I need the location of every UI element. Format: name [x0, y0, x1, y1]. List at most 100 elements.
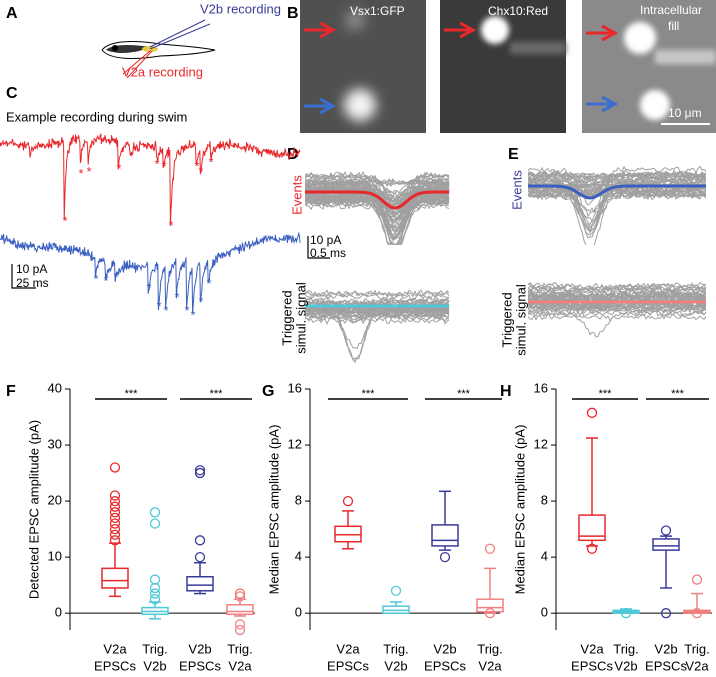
trace — [305, 184, 450, 216]
outlier — [234, 619, 246, 630]
trace — [305, 181, 450, 228]
outlier — [149, 518, 161, 529]
event-marker: * — [103, 273, 108, 288]
y-tick-label: 16 — [534, 380, 548, 395]
trace — [528, 190, 706, 201]
trace — [305, 176, 450, 203]
panel-label: E — [508, 146, 519, 163]
y-tick-label: 16 — [288, 380, 302, 395]
image-label: Intracellular — [640, 3, 702, 17]
panel-label: A — [6, 5, 18, 22]
outlier — [109, 523, 121, 535]
label: Events — [509, 170, 524, 210]
y-tick-label: 40 — [48, 380, 62, 395]
y-tick-label: 8 — [541, 493, 548, 508]
trace — [528, 291, 706, 301]
outlier — [109, 495, 121, 507]
y-axis-label: Detected EPSC amplitude (pA) — [26, 420, 41, 599]
outlier — [234, 588, 246, 599]
panel-label: G — [262, 383, 274, 400]
outlier — [149, 507, 161, 518]
event-marker: * — [86, 164, 91, 179]
image-label: Chx10:Red — [488, 4, 548, 18]
x-tick-label: V2a — [478, 658, 502, 673]
trace — [528, 311, 706, 322]
x-tick-label: Trig. — [227, 641, 253, 656]
label: simul. signal — [293, 282, 308, 354]
outlier — [149, 574, 161, 585]
box — [476, 598, 504, 613]
outlier — [109, 507, 121, 518]
y-axis-label: Median EPSC amplitude (pA) — [266, 425, 281, 595]
image-label: Vsx1:GFP — [350, 4, 405, 18]
outlier — [149, 594, 161, 605]
outlier — [194, 535, 206, 546]
fish-illustration — [101, 19, 216, 79]
scale-bar — [11, 264, 36, 289]
arrows — [304, 21, 619, 115]
average — [528, 184, 706, 200]
event-marker: * — [198, 294, 203, 309]
x-tick-label: V2a — [103, 641, 127, 656]
x-tick-label: V2a — [228, 658, 252, 673]
event-marker: * — [156, 298, 161, 313]
outlier — [390, 585, 402, 596]
event-marker: * — [168, 218, 173, 233]
box — [101, 567, 129, 589]
x-tick-label: V2a — [336, 641, 360, 656]
box — [186, 576, 214, 592]
trace — [528, 309, 706, 338]
label: V2a recording — [122, 64, 203, 79]
event-marker: * — [154, 156, 159, 171]
outlier — [484, 543, 496, 554]
x-tick-label: Trig. — [684, 641, 710, 656]
outlier — [194, 551, 206, 563]
y-tick-label: 0 — [295, 605, 302, 620]
micrograph — [300, 0, 716, 133]
trace — [528, 282, 706, 292]
scale-label: 10 μm — [668, 106, 702, 120]
scale-label: 25 ms — [16, 276, 49, 290]
trace — [0, 132, 301, 226]
x-tick-label: Trig. — [477, 641, 503, 656]
outlier — [439, 551, 451, 563]
panel-title: Example recording during swim — [6, 109, 187, 124]
event-marker: * — [184, 303, 189, 318]
event-marker: * — [174, 289, 179, 304]
trace — [528, 303, 706, 312]
outlier — [586, 407, 598, 418]
label: V2b recording — [200, 1, 281, 16]
trace — [305, 193, 450, 245]
box — [652, 538, 680, 551]
outlier — [691, 608, 703, 619]
event-marker: * — [62, 213, 67, 228]
y-tick-label: 4 — [541, 549, 548, 564]
trace — [528, 301, 706, 312]
x-tick-label: Trig. — [142, 641, 168, 656]
outlier — [342, 495, 354, 507]
trace — [305, 315, 450, 325]
trace — [528, 176, 706, 229]
trace — [305, 173, 450, 195]
trace — [305, 297, 450, 307]
y-tick-label: 30 — [48, 436, 62, 451]
event-marker: * — [208, 155, 213, 170]
panel-label: F — [6, 383, 16, 400]
significance-label: *** — [599, 388, 613, 400]
event-marker: * — [78, 166, 83, 181]
x-tick-label: Trig. — [383, 641, 409, 656]
outlier — [149, 582, 161, 594]
scale-label: 10 pA — [310, 233, 341, 247]
traces — [305, 165, 706, 364]
event-marker: * — [146, 280, 151, 295]
label: Triggered — [279, 290, 294, 345]
scale-label: 0.5 ms — [310, 246, 346, 260]
trace — [528, 286, 706, 295]
trace — [528, 174, 706, 183]
average — [305, 190, 449, 210]
outlier — [691, 574, 703, 585]
trace — [528, 283, 706, 293]
outlier — [149, 588, 161, 599]
significance-label: *** — [457, 388, 471, 400]
